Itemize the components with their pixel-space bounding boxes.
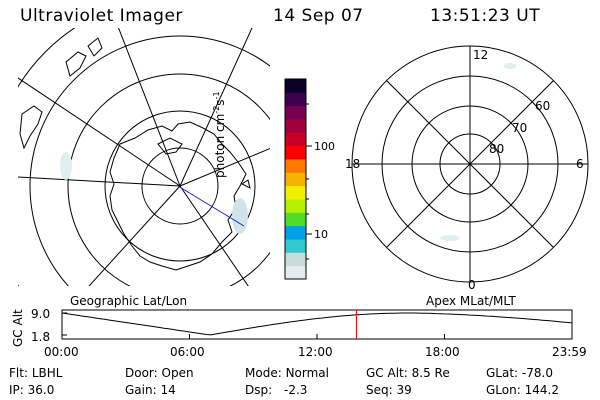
x-tick-label: 23:59 xyxy=(552,345,587,359)
lat-circle xyxy=(29,35,270,286)
status-dsp: Dsp: -2.3 xyxy=(245,383,308,397)
status-door: Door: Open xyxy=(125,366,194,380)
terminator-line xyxy=(177,185,245,227)
colorbar-swatch xyxy=(285,145,306,160)
status-glat: GLat: -78.0 xyxy=(486,366,553,380)
orbit-plot-ymax: 9.0 xyxy=(31,307,51,321)
x-tick-label: 06:00 xyxy=(170,345,205,359)
left-map-label: Geographic Lat/Lon xyxy=(70,294,188,308)
colorbar-swatch xyxy=(285,252,306,267)
magnetic-map: 12 18 6 0 60 70 80 xyxy=(345,45,589,292)
colorbar-swatch xyxy=(285,92,306,107)
altitude-curve xyxy=(61,312,573,336)
orbit-plot-ymin: 1.8 xyxy=(31,330,51,344)
status-flt: Flt: LBHL xyxy=(9,366,63,380)
x-tick-label: 00:00 xyxy=(44,345,79,359)
lat-circle xyxy=(67,73,270,286)
aurora-patch xyxy=(60,152,72,180)
mlat-label-80: 80 xyxy=(489,142,504,156)
mlt-label-6: 6 xyxy=(576,157,584,171)
status-ip: IP: 36.0 xyxy=(9,383,55,397)
colorbar-swatch xyxy=(285,119,306,133)
colorbar-swatch xyxy=(285,79,306,93)
colorbar-swatch xyxy=(285,225,306,240)
mlt-label-12: 12 xyxy=(473,48,488,62)
colorbar-swatch xyxy=(285,239,306,253)
status-gain: Gain: 14 xyxy=(125,383,176,397)
header-date: 14 Sep 07 xyxy=(273,6,364,26)
colorbar-unit-label: photon cm-2s-1 xyxy=(212,91,227,178)
status-mode: Mode: Normal xyxy=(245,366,329,380)
app-title: Ultraviolet Imager xyxy=(20,6,183,26)
colorbar-swatch xyxy=(285,212,306,227)
colorbar: 100 10 xyxy=(284,78,335,280)
x-tick-label: 18:00 xyxy=(425,345,460,359)
header-time: 13:51:23 UT xyxy=(430,6,541,26)
status-seq: Seq: 39 xyxy=(366,383,412,397)
orbit-plot xyxy=(61,309,573,340)
colorbar-tick-label: 100 xyxy=(314,140,335,153)
mlt-label-18: 18 xyxy=(345,157,360,171)
colorbar-swatch xyxy=(285,132,306,147)
colorbar-swatch xyxy=(285,199,306,213)
geographic-map xyxy=(18,28,270,286)
lat-circle xyxy=(141,147,219,225)
colorbar-swatch xyxy=(285,159,306,173)
status-glon: GLon: 144.2 xyxy=(486,383,559,397)
mlt-label-0: 0 xyxy=(468,278,476,292)
aurora-patch xyxy=(232,198,248,234)
colorbar-swatch xyxy=(285,265,306,280)
colorbar-swatch xyxy=(285,185,306,200)
status-gcalt: GC Alt: 8.5 Re xyxy=(366,366,450,380)
right-map-label: Apex MLat/MLT xyxy=(426,294,516,308)
mlat-label-60: 60 xyxy=(535,99,550,113)
mlat-label-70: 70 xyxy=(512,121,527,135)
colorbar-tick-label: 10 xyxy=(314,228,328,241)
x-tick-label: 12:00 xyxy=(298,345,333,359)
lat-circle xyxy=(104,110,256,262)
colorbar-swatch xyxy=(285,105,306,120)
colorbar-swatch xyxy=(285,172,306,187)
